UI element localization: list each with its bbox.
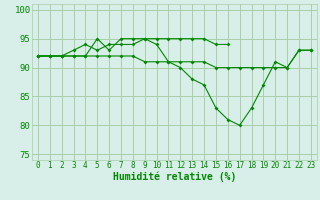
- X-axis label: Humidité relative (%): Humidité relative (%): [113, 171, 236, 182]
